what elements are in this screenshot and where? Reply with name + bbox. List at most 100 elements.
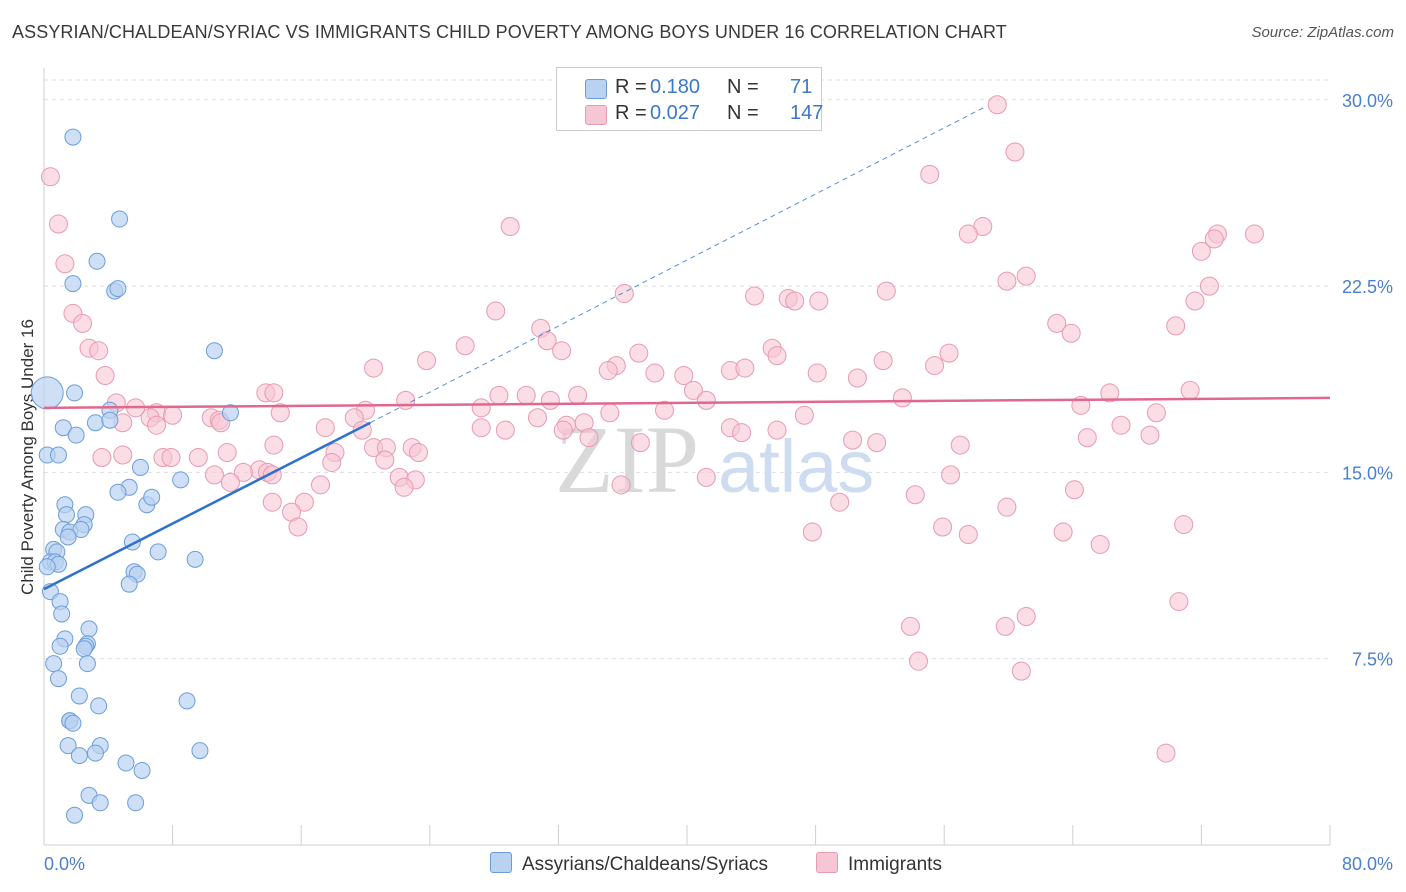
bottom-legend-label: Assyrians/Chaldeans/Syriacs (522, 854, 769, 875)
immigrants-point (630, 433, 650, 453)
immigrants-point (847, 368, 867, 388)
immigrants-point (394, 477, 414, 497)
assyrian-point (86, 414, 104, 432)
immigrants-trend-line (43, 396, 1331, 410)
immigrants-point (495, 420, 515, 440)
immigrants-point (396, 390, 416, 410)
assyrian-point (86, 744, 104, 762)
immigrants-point (873, 351, 893, 371)
immigrants-point (950, 435, 970, 455)
bottom-legend-swatch-pink (816, 852, 838, 873)
immigrants-point (48, 214, 68, 234)
immigrants-point (767, 420, 787, 440)
assyrian-point (186, 550, 204, 568)
immigrants-point (1100, 383, 1120, 403)
x-tick-label: 80.0% (1342, 854, 1393, 874)
assyrian-point (30, 376, 64, 410)
source-credit: Source: ZipAtlas.com (1251, 24, 1394, 41)
assyrian-point (131, 458, 149, 476)
immigrants-point (867, 433, 887, 453)
immigrants-point (516, 385, 536, 405)
immigrants-point (552, 341, 572, 361)
assyrian-point (66, 384, 84, 402)
immigrants-point (892, 388, 912, 408)
assyrian-point (59, 528, 77, 546)
immigrants-point (233, 462, 253, 482)
assyrian-point (70, 687, 88, 705)
assyrian-point (133, 761, 151, 779)
assyrian-point (78, 655, 96, 673)
assyrian-point (90, 697, 108, 715)
assyrian-point (67, 426, 85, 444)
assyrian-point (64, 275, 82, 293)
y-tick-label: 15.0% (1342, 463, 1393, 483)
immigrants-point (1090, 534, 1110, 554)
immigrants-point (900, 616, 920, 636)
immigrants-point (579, 428, 599, 448)
immigrants-point (598, 361, 618, 381)
immigrants-point (745, 286, 765, 306)
x-tick-label: 0.0% (44, 854, 85, 874)
immigrants-point (809, 291, 829, 311)
immigrants-point (735, 358, 755, 378)
immigrants-point (73, 313, 93, 333)
immigrants-point (1016, 266, 1036, 286)
assyrian-point (53, 605, 71, 623)
immigrants-point (1156, 743, 1176, 763)
immigrants-point (1111, 415, 1131, 435)
immigrants-point (1011, 661, 1031, 681)
assyrian-trend-extension (370, 106, 985, 424)
bottom-legend-label: Immigrants (848, 854, 942, 875)
immigrants-point (654, 400, 674, 420)
assyrian-point (127, 794, 145, 812)
assyrian-point (111, 210, 129, 228)
immigrants-point (1166, 316, 1186, 336)
legend-r-label: R = (615, 102, 647, 124)
assyrian-point (64, 714, 82, 732)
immigrants-point (147, 415, 167, 435)
assyrian-point (51, 637, 69, 655)
immigrants-point (95, 366, 115, 386)
immigrants-point (375, 450, 395, 470)
immigrants-point (1174, 515, 1194, 535)
immigrants-point (364, 358, 384, 378)
immigrants-point (161, 448, 181, 467)
immigrants-point (1016, 606, 1036, 626)
assyrian-point (172, 471, 190, 489)
immigrants-point (500, 216, 520, 236)
immigrants-point (629, 343, 649, 363)
immigrants-point (40, 167, 60, 187)
assyrian-point (70, 747, 88, 765)
trend-lines (43, 106, 1331, 591)
legend: R = 0.180 N = 71 R = 0.027 N = 147 (556, 67, 823, 131)
immigrants-point (262, 492, 282, 512)
immigrants-point (1185, 291, 1205, 311)
bottom-legend-swatch-blue (490, 852, 512, 873)
immigrants-point (767, 346, 787, 366)
immigrants-point (1064, 480, 1084, 500)
legend-n-label: N = (727, 102, 759, 124)
assyrian-point (191, 742, 209, 760)
immigrants-point (807, 363, 827, 383)
y-tick-label: 7.5% (1352, 650, 1393, 670)
immigrants-point (220, 472, 240, 492)
assyrian-point (205, 342, 223, 360)
assyrian-point (66, 806, 84, 824)
immigrants-point (322, 452, 342, 472)
immigrants-point (417, 351, 437, 371)
legend-r-value: 0.027 (650, 102, 701, 124)
assyrian-point (49, 670, 67, 688)
immigrants-point (614, 284, 634, 304)
immigrants-point (270, 403, 290, 423)
assyrian-point (178, 692, 196, 710)
immigrants-point (163, 405, 183, 425)
immigrants-point (294, 492, 314, 512)
bottom-legend-immigrants: Immigrants (816, 852, 942, 876)
immigrants-point (941, 465, 961, 485)
assyrian-point (38, 558, 56, 576)
immigrants-point (204, 465, 224, 485)
immigrants-point (683, 380, 703, 400)
assyrian-point (58, 506, 76, 524)
immigrants-point (1061, 323, 1081, 343)
assyrian-point (101, 411, 119, 429)
